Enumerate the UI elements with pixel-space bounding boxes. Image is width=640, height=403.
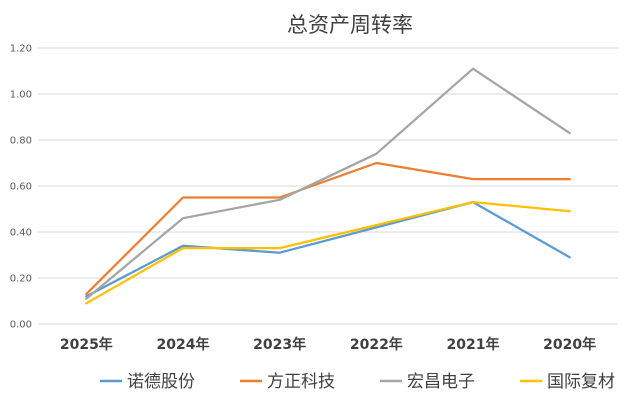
y-tick-label: 0.60 (10, 182, 32, 193)
y-tick-label: 0.20 (10, 274, 32, 285)
x-tick-label: 2024年 (157, 336, 210, 353)
legend: 诺德股份 方正科技 宏昌电子 国际复材 (100, 372, 615, 392)
series-line-2 (85, 161, 571, 296)
y-tick-label: 0.80 (10, 136, 32, 147)
x-axis-ticks: 2025年 2024年 2023年 2022年 2021年 2020年 (60, 336, 596, 353)
x-tick-label: 2022年 (350, 336, 403, 353)
legend-label: 诺德股份 (127, 372, 195, 392)
chart-title: 总资产周转率 (287, 13, 413, 37)
x-tick-label: 2025年 (60, 336, 113, 353)
y-tick-label: 0.00 (10, 320, 32, 331)
y-tick-label: 1.20 (10, 44, 32, 55)
y-tick-label: 0.40 (10, 228, 32, 239)
series-lines (85, 67, 571, 305)
series-line-1 (85, 200, 571, 298)
series-line-4 (85, 200, 571, 305)
y-axis-ticks: 0.00 0.20 0.40 0.60 0.80 1.00 1.20 (10, 44, 32, 331)
x-tick-label: 2023年 (253, 336, 306, 353)
x-tick-label: 2020年 (543, 336, 596, 353)
legend-label: 国际复材 (547, 372, 615, 392)
series-line-3 (85, 67, 571, 300)
x-tick-label: 2021年 (447, 336, 500, 353)
grid (38, 47, 618, 325)
y-tick-label: 1.00 (10, 90, 32, 101)
legend-label: 方正科技 (267, 372, 335, 392)
legend-label: 宏昌电子 (407, 372, 475, 392)
